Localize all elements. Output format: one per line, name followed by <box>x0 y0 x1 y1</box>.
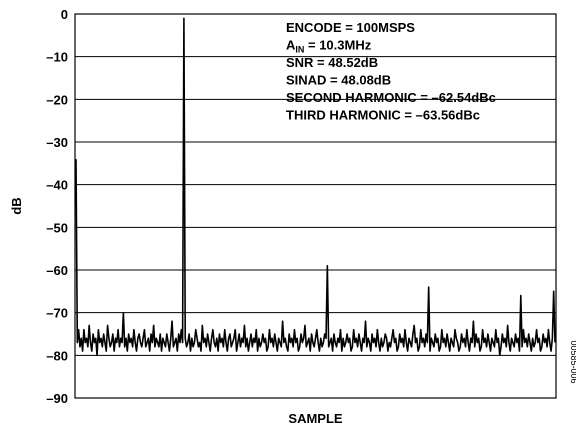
x-axis-label: SAMPLE <box>288 411 343 426</box>
y-axis-label: dB <box>9 197 24 214</box>
annotation-line: SINAD = 48.08dB <box>286 73 391 88</box>
annotation-line: SECOND HARMONIC = –62.54dBc <box>286 90 496 105</box>
annotation-line: SNR = 48.52dB <box>286 55 378 70</box>
y-tick-label: –70 <box>46 306 68 321</box>
plot-frame <box>74 13 557 399</box>
y-tick-label: –80 <box>46 348 68 363</box>
y-tick-label: –30 <box>46 135 68 150</box>
annotation-line: THIRD HARMONIC = –63.56dBc <box>286 108 480 123</box>
y-tick-labels: 0 –10 –20 –30 –40 –50 –60 –70 –80 –90 <box>46 7 68 406</box>
y-tick-label: –20 <box>46 92 68 107</box>
annotation-line: ENCODE = 100MSPS <box>286 20 415 35</box>
y-tick-label: –50 <box>46 220 68 235</box>
spectrum-line <box>75 17 556 357</box>
y-tick-label: 0 <box>61 7 68 22</box>
y-tick-label: –90 <box>46 391 68 406</box>
grid-lines <box>75 56 556 356</box>
y-tick-label: –40 <box>46 178 68 193</box>
figure-code: 00585-006 <box>569 340 576 383</box>
y-tick-label: –60 <box>46 263 68 278</box>
annotation-line: AIN = 10.3MHz <box>286 38 372 55</box>
series-layer <box>75 17 556 357</box>
y-tick-label: –10 <box>46 50 68 65</box>
